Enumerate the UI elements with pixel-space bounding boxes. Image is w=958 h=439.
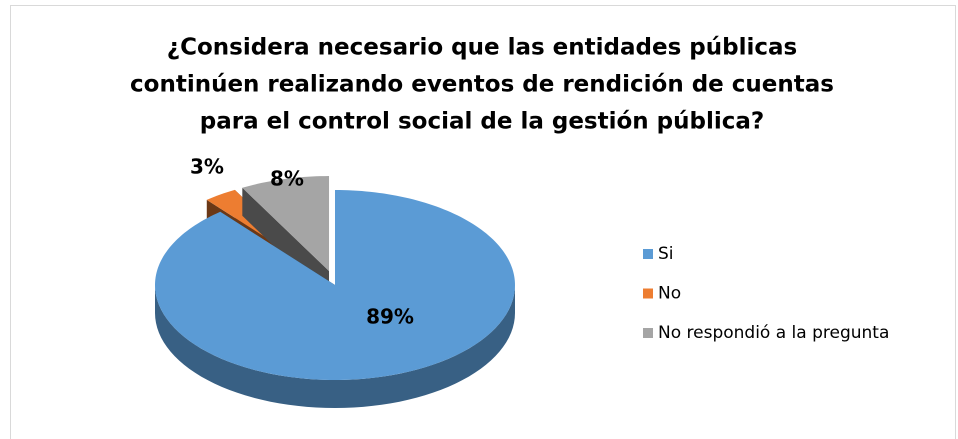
- slice: [242, 176, 330, 272]
- chart-title: continúen realizando eventos de rendició…: [130, 72, 834, 98]
- data-label: 3%: [190, 155, 224, 179]
- slice-wall: [155, 285, 515, 408]
- legend-label: No respondió a la pregunta: [658, 323, 889, 343]
- legend-label: Si: [658, 244, 674, 264]
- chart-title: ¿Considera necesario que las entidades p…: [167, 35, 797, 61]
- slice: [155, 190, 515, 380]
- data-label: 8%: [270, 167, 304, 191]
- legend-swatch: [643, 249, 653, 259]
- legend-swatch: [643, 328, 653, 338]
- legend-label: No: [658, 284, 681, 304]
- legend-swatch: [643, 288, 653, 299]
- chart-title: para el control social de la gestión púb…: [200, 109, 764, 135]
- data-label: 89%: [366, 305, 414, 329]
